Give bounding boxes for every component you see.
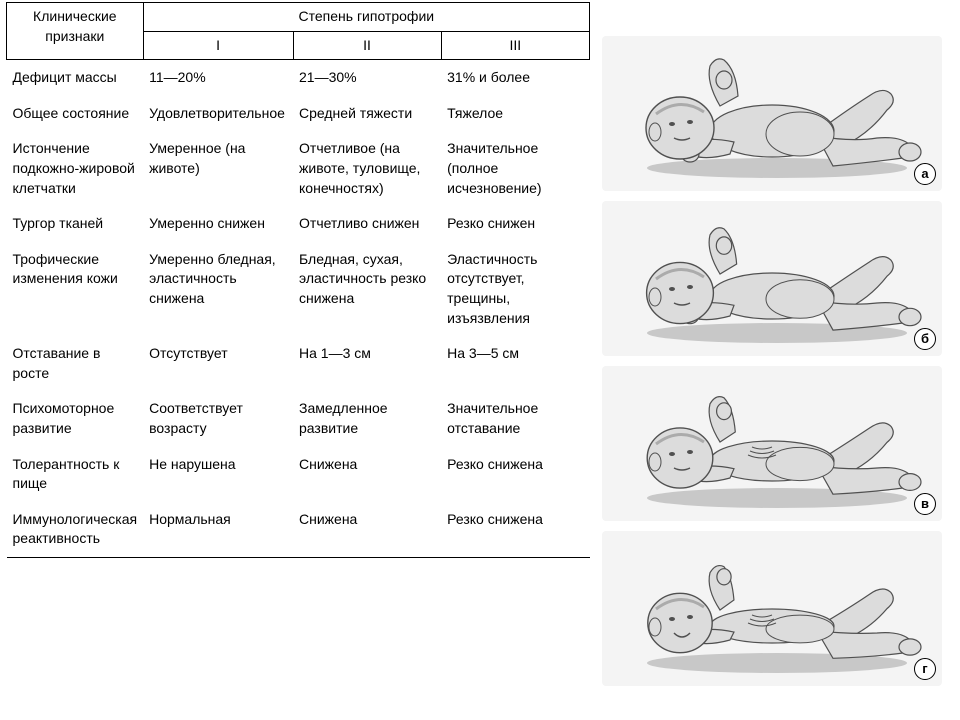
cell-d2: На 1—3 см bbox=[293, 336, 441, 391]
cell-feature: Дефицит массы bbox=[7, 60, 144, 96]
table-body: Дефицит массы 11—20% 21—30% 31% и более … bbox=[7, 60, 590, 558]
infant-panel-g: г bbox=[602, 531, 942, 686]
infant-panel-v: в bbox=[602, 366, 942, 521]
panel-label-g: г bbox=[914, 658, 936, 680]
col-header-clinical-signs: Клинические признаки bbox=[7, 3, 144, 60]
cell-d1: Умеренное (на животе) bbox=[143, 131, 293, 206]
cell-d1: Умеренно бледная, эластичность снижена bbox=[143, 242, 293, 336]
cell-d3: Тяжелое bbox=[441, 96, 589, 132]
cell-d1: 11—20% bbox=[143, 60, 293, 96]
cell-d3: 31% и более bbox=[441, 60, 589, 96]
cell-d2: Средней тяжести bbox=[293, 96, 441, 132]
cell-d1: Нормальная bbox=[143, 502, 293, 558]
panel-label-v: в bbox=[914, 493, 936, 515]
cell-feature: Тургор тканей bbox=[7, 206, 144, 242]
cell-d1: Удовлетворительное bbox=[143, 96, 293, 132]
cell-feature: Общее состояние bbox=[7, 96, 144, 132]
table-row: Дефицит массы 11—20% 21—30% 31% и более bbox=[7, 60, 590, 96]
cell-d2: Бледная, сухая, эластичность резко сниже… bbox=[293, 242, 441, 336]
table-area: Клинические признаки Степень гипотрофии … bbox=[0, 0, 590, 720]
table-row: Толерантность к пище Не нарушена Снижена… bbox=[7, 447, 590, 502]
degree-1-header: I bbox=[143, 31, 293, 60]
infant-figure-v-icon bbox=[602, 366, 942, 521]
cell-d1: Умеренно снижен bbox=[143, 206, 293, 242]
cell-feature: Иммунологическая реактивность bbox=[7, 502, 144, 558]
cell-d2: Отчетливо снижен bbox=[293, 206, 441, 242]
cell-d1: Не нарушена bbox=[143, 447, 293, 502]
table-row: Тургор тканей Умеренно снижен Отчетливо … bbox=[7, 206, 590, 242]
hypotrophy-table: Клинические признаки Степень гипотрофии … bbox=[6, 2, 590, 558]
cell-d3: Резко снижен bbox=[441, 206, 589, 242]
infant-figure-a-icon bbox=[602, 36, 942, 191]
cell-d2: 21—30% bbox=[293, 60, 441, 96]
cell-feature: Отставание в росте bbox=[7, 336, 144, 391]
col-header-degree-title: Степень гипотрофии bbox=[143, 3, 589, 32]
table-row: Отставание в росте Отсутствует На 1—3 см… bbox=[7, 336, 590, 391]
infant-figure-g-icon bbox=[602, 531, 942, 686]
cell-feature: Истончение подкожно-жировой клетчатки bbox=[7, 131, 144, 206]
table-row: Трофические изменения кожи Умеренно блед… bbox=[7, 242, 590, 336]
page-container: Клинические признаки Степень гипотрофии … bbox=[0, 0, 960, 720]
cell-d3: Резко снижена bbox=[441, 502, 589, 558]
cell-d3: На 3—5 см bbox=[441, 336, 589, 391]
table-row: Иммунологическая реактивность Нормальная… bbox=[7, 502, 590, 558]
cell-d2: Снижена bbox=[293, 447, 441, 502]
infant-panel-b: б bbox=[602, 201, 942, 356]
cell-feature: Трофические изменения кожи bbox=[7, 242, 144, 336]
cell-d3: Резко снижена bbox=[441, 447, 589, 502]
cell-d3: Значительное отставание bbox=[441, 391, 589, 446]
degree-2-header: II bbox=[293, 31, 441, 60]
cell-d2: Замедленное развитие bbox=[293, 391, 441, 446]
cell-d1: Отсутствует bbox=[143, 336, 293, 391]
degree-3-header: III bbox=[441, 31, 589, 60]
cell-feature: Психомоторное развитие bbox=[7, 391, 144, 446]
cell-d2: Снижена bbox=[293, 502, 441, 558]
panel-label-b: б bbox=[914, 328, 936, 350]
table-row: Психомоторное развитие Соответствует воз… bbox=[7, 391, 590, 446]
cell-feature: Толерантность к пище bbox=[7, 447, 144, 502]
cell-d1: Соответствует возрасту bbox=[143, 391, 293, 446]
cell-d2: Отчетливое (на животе, туловище, конечно… bbox=[293, 131, 441, 206]
panel-label-a: а bbox=[914, 163, 936, 185]
table-header-row-1: Клинические признаки Степень гипотрофии bbox=[7, 3, 590, 32]
infant-panel-a: а bbox=[602, 36, 942, 191]
table-row: Общее состояние Удовлетворительное Средн… bbox=[7, 96, 590, 132]
table-row: Истончение подкожно-жировой клетчатки Ум… bbox=[7, 131, 590, 206]
cell-d3: Эластичность отсутствует, трещины, изъяз… bbox=[441, 242, 589, 336]
illustration-area: а б bbox=[590, 0, 960, 720]
cell-d3: Значительное (полное исчезновение) bbox=[441, 131, 589, 206]
infant-figure-b-icon bbox=[602, 201, 942, 356]
